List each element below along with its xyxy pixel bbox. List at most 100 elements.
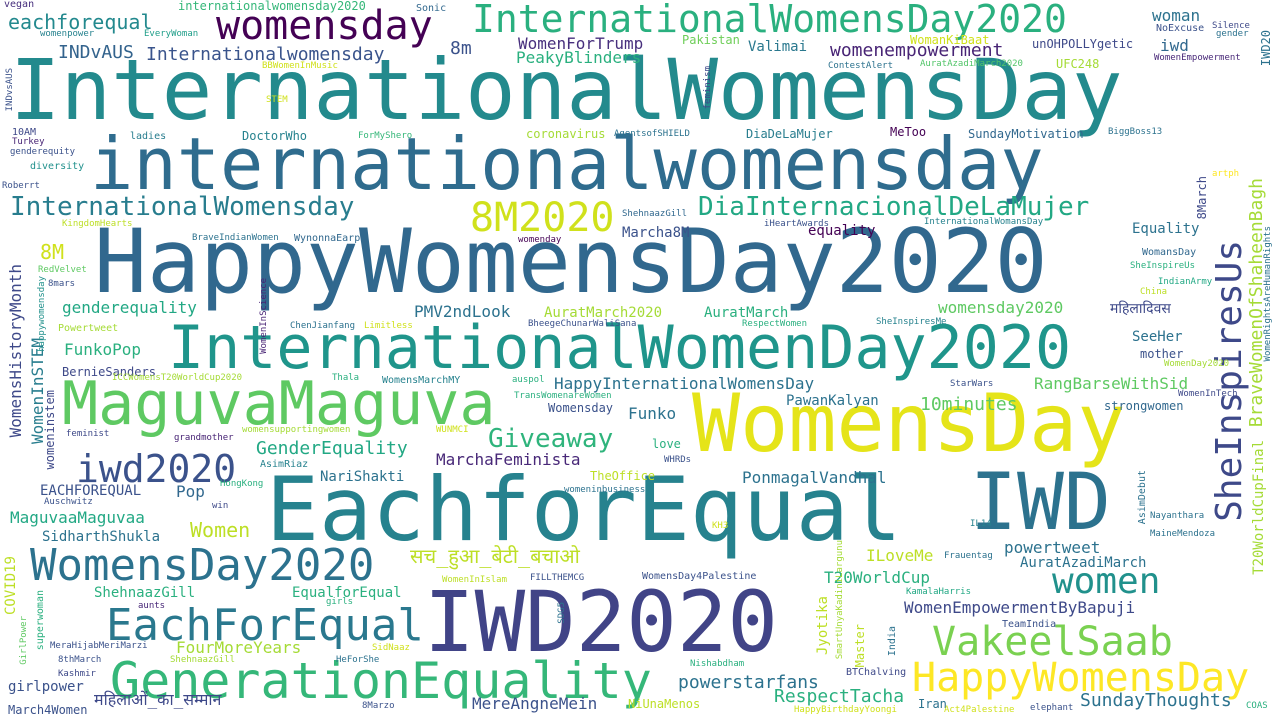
word: ShehnaazGill	[94, 585, 196, 601]
word: ShehnaazGill	[622, 209, 688, 219]
word: InternationalWomensDay2020	[472, 0, 1067, 41]
word: SidNaaz	[372, 643, 410, 653]
word: BTChalving	[846, 667, 907, 678]
word: womenempowerment	[830, 40, 1004, 61]
word: Internationalwomensday	[146, 44, 385, 65]
word: WomanKiBaat	[910, 33, 990, 47]
word: KH3	[712, 521, 729, 531]
word: SundayThoughts	[1080, 690, 1232, 711]
word: WomenEmpowermentByBapuji	[904, 598, 1136, 617]
word: AuratMarch2020	[544, 305, 663, 321]
word: IWD2020	[424, 573, 779, 671]
word: Marcha8M	[622, 225, 690, 241]
word: womensday	[216, 3, 433, 49]
word: VakeelSaab	[932, 619, 1173, 665]
word: feminism	[703, 66, 713, 110]
word: EachforEqual	[266, 458, 902, 561]
word: HeForShe	[336, 655, 380, 665]
word: grandmother	[174, 433, 234, 443]
word: BBWomenInMusic	[262, 61, 338, 71]
word: MaineMendoza	[1150, 529, 1216, 539]
word: Women	[190, 518, 251, 542]
word: UFC248	[1056, 57, 1100, 71]
word: 8mars	[48, 279, 76, 289]
word: MaguvaaMaguvaa	[10, 508, 145, 527]
word: ICCWomensT20WorldCup2020	[112, 373, 243, 383]
word: NoExcuse	[1156, 23, 1205, 34]
word: Silence	[1212, 21, 1250, 31]
word: MaguvaMaguva	[62, 369, 496, 439]
word: EachForEqual	[106, 600, 424, 651]
word: Sonic	[416, 3, 447, 14]
word: auspol	[512, 375, 545, 385]
word: 8March	[1195, 176, 1209, 220]
word: DiaInternacionalDeLaMujer	[698, 192, 1090, 222]
word: 8Marzo	[362, 701, 395, 711]
word: eachforequal	[8, 10, 153, 34]
word: Thala	[332, 373, 360, 383]
word: HappyBirthdayYoongi	[794, 705, 897, 715]
word: China	[1140, 287, 1168, 297]
word: InternationalWomansDay	[924, 217, 1044, 227]
word: HongKong	[220, 479, 264, 489]
word: artph	[1212, 169, 1240, 179]
word: Pakistan	[682, 33, 740, 47]
word: womenpower	[40, 29, 95, 39]
word: powerstarfans	[678, 672, 819, 693]
word: DoctorWho	[242, 129, 308, 143]
word: HappyInternationalWomensDay	[554, 374, 815, 393]
word: iHeartAwards	[764, 219, 830, 229]
word: T20WorldCup	[824, 568, 930, 587]
word: SidharthShukla	[42, 529, 161, 545]
word: RespectTacha	[774, 686, 905, 707]
word: BernieSanders	[62, 365, 156, 379]
word: 10AM	[12, 127, 37, 138]
word: STEM	[266, 95, 288, 105]
word: TransWomenareWomen	[514, 391, 612, 401]
word: WomansDay	[1142, 247, 1197, 258]
word: ForMyShero	[358, 131, 413, 141]
word: RangBarseWithSid	[1034, 374, 1189, 393]
word: Nishabdham	[690, 659, 745, 669]
word: Act4Palestine	[944, 705, 1015, 715]
word: COAS	[1246, 701, 1268, 711]
word: win	[212, 501, 229, 511]
word: FILLTHEMCG	[530, 573, 585, 583]
word: genderequality	[62, 298, 197, 317]
word: unOHPOLLYgetic	[1032, 37, 1134, 51]
word: internationalwomensday2020	[178, 0, 366, 13]
word: 8M	[40, 240, 65, 264]
word: MereAngneMein	[472, 694, 598, 713]
word: SundayMotivation	[968, 127, 1084, 141]
word: Valimai	[748, 39, 808, 55]
word: सच_हुआ_बेटी_बचाओ	[410, 544, 580, 568]
word: ShehnaazGill	[170, 655, 236, 665]
word: MeraHijabMeriMarzi	[50, 641, 148, 651]
word: Womensday	[548, 401, 614, 415]
word: महिलाओं_का_सम्मान	[94, 690, 222, 709]
word: SmartUnyaKadiniLargunu	[835, 540, 845, 660]
word: coronavirus	[526, 127, 606, 141]
word: WomensDay4Palestine	[642, 571, 757, 582]
word: महिलादिवस	[1110, 301, 1171, 317]
word: AsimRiaz	[260, 459, 309, 470]
word: GirlPower	[19, 616, 29, 665]
word: INDvsAUS	[5, 68, 15, 112]
word: AuratMarch	[704, 305, 789, 321]
word: womenday	[518, 235, 562, 245]
word: SheInspireUs	[1130, 261, 1196, 271]
word: Giveaway	[488, 424, 614, 454]
word: internationalwomensday	[90, 122, 1044, 206]
word: Jyotika	[815, 596, 831, 656]
word: Equality	[1132, 221, 1200, 237]
word: SeeHer	[1132, 329, 1183, 345]
word: WomenRightsAreHumanRights	[1263, 226, 1273, 362]
word: GenerationEquality	[110, 652, 652, 710]
word: India	[887, 626, 898, 657]
word: March4Women	[8, 703, 88, 717]
word: KingdomHearts	[62, 219, 133, 229]
word: COVID19	[3, 556, 19, 616]
word: WomenInIslam	[442, 575, 508, 585]
word: KamalaHarris	[906, 587, 972, 597]
